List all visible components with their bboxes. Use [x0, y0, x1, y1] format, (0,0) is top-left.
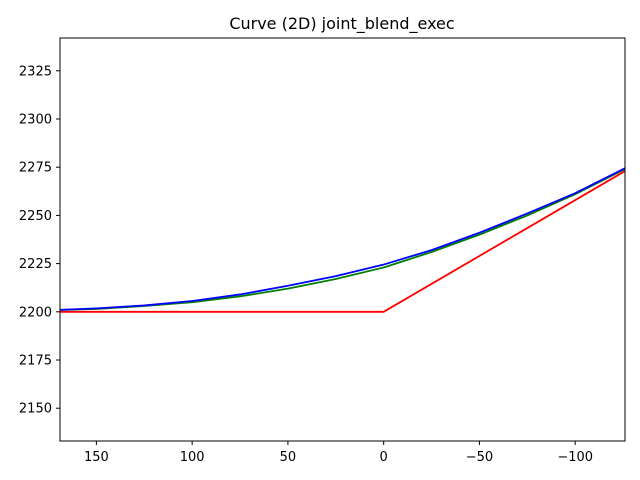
- series-line-2: [59, 168, 626, 311]
- chart-title: Curve (2D) joint_blend_exec: [229, 14, 454, 34]
- y-tick-label: 2175: [19, 354, 52, 369]
- y-tick-label: 2275: [19, 161, 52, 176]
- y-tick-label: 2200: [19, 305, 52, 320]
- y-tick-label: 2250: [19, 209, 52, 224]
- series-line-3: [59, 167, 626, 311]
- x-axis-ticks: 150 100 50 0 −50 −100: [84, 441, 593, 465]
- x-tick-label: 100: [180, 450, 205, 465]
- y-tick-label: 2150: [19, 402, 52, 417]
- y-tick-label: 2325: [19, 64, 52, 79]
- y-axis-ticks: 2150 2175 2200 2225 2250 2275 2300 2325: [19, 64, 60, 417]
- x-tick-label: 0: [380, 450, 388, 465]
- plot-area: [59, 167, 626, 313]
- y-tick-label: 2225: [19, 257, 52, 272]
- plot-frame: [59, 37, 626, 442]
- x-tick-label: 50: [280, 450, 297, 465]
- x-tick-label: 150: [84, 450, 109, 465]
- x-tick-label: −100: [557, 450, 593, 465]
- y-tick-label: 2300: [19, 112, 52, 127]
- series-line-1: [60, 170, 626, 313]
- x-tick-label: −50: [466, 450, 493, 465]
